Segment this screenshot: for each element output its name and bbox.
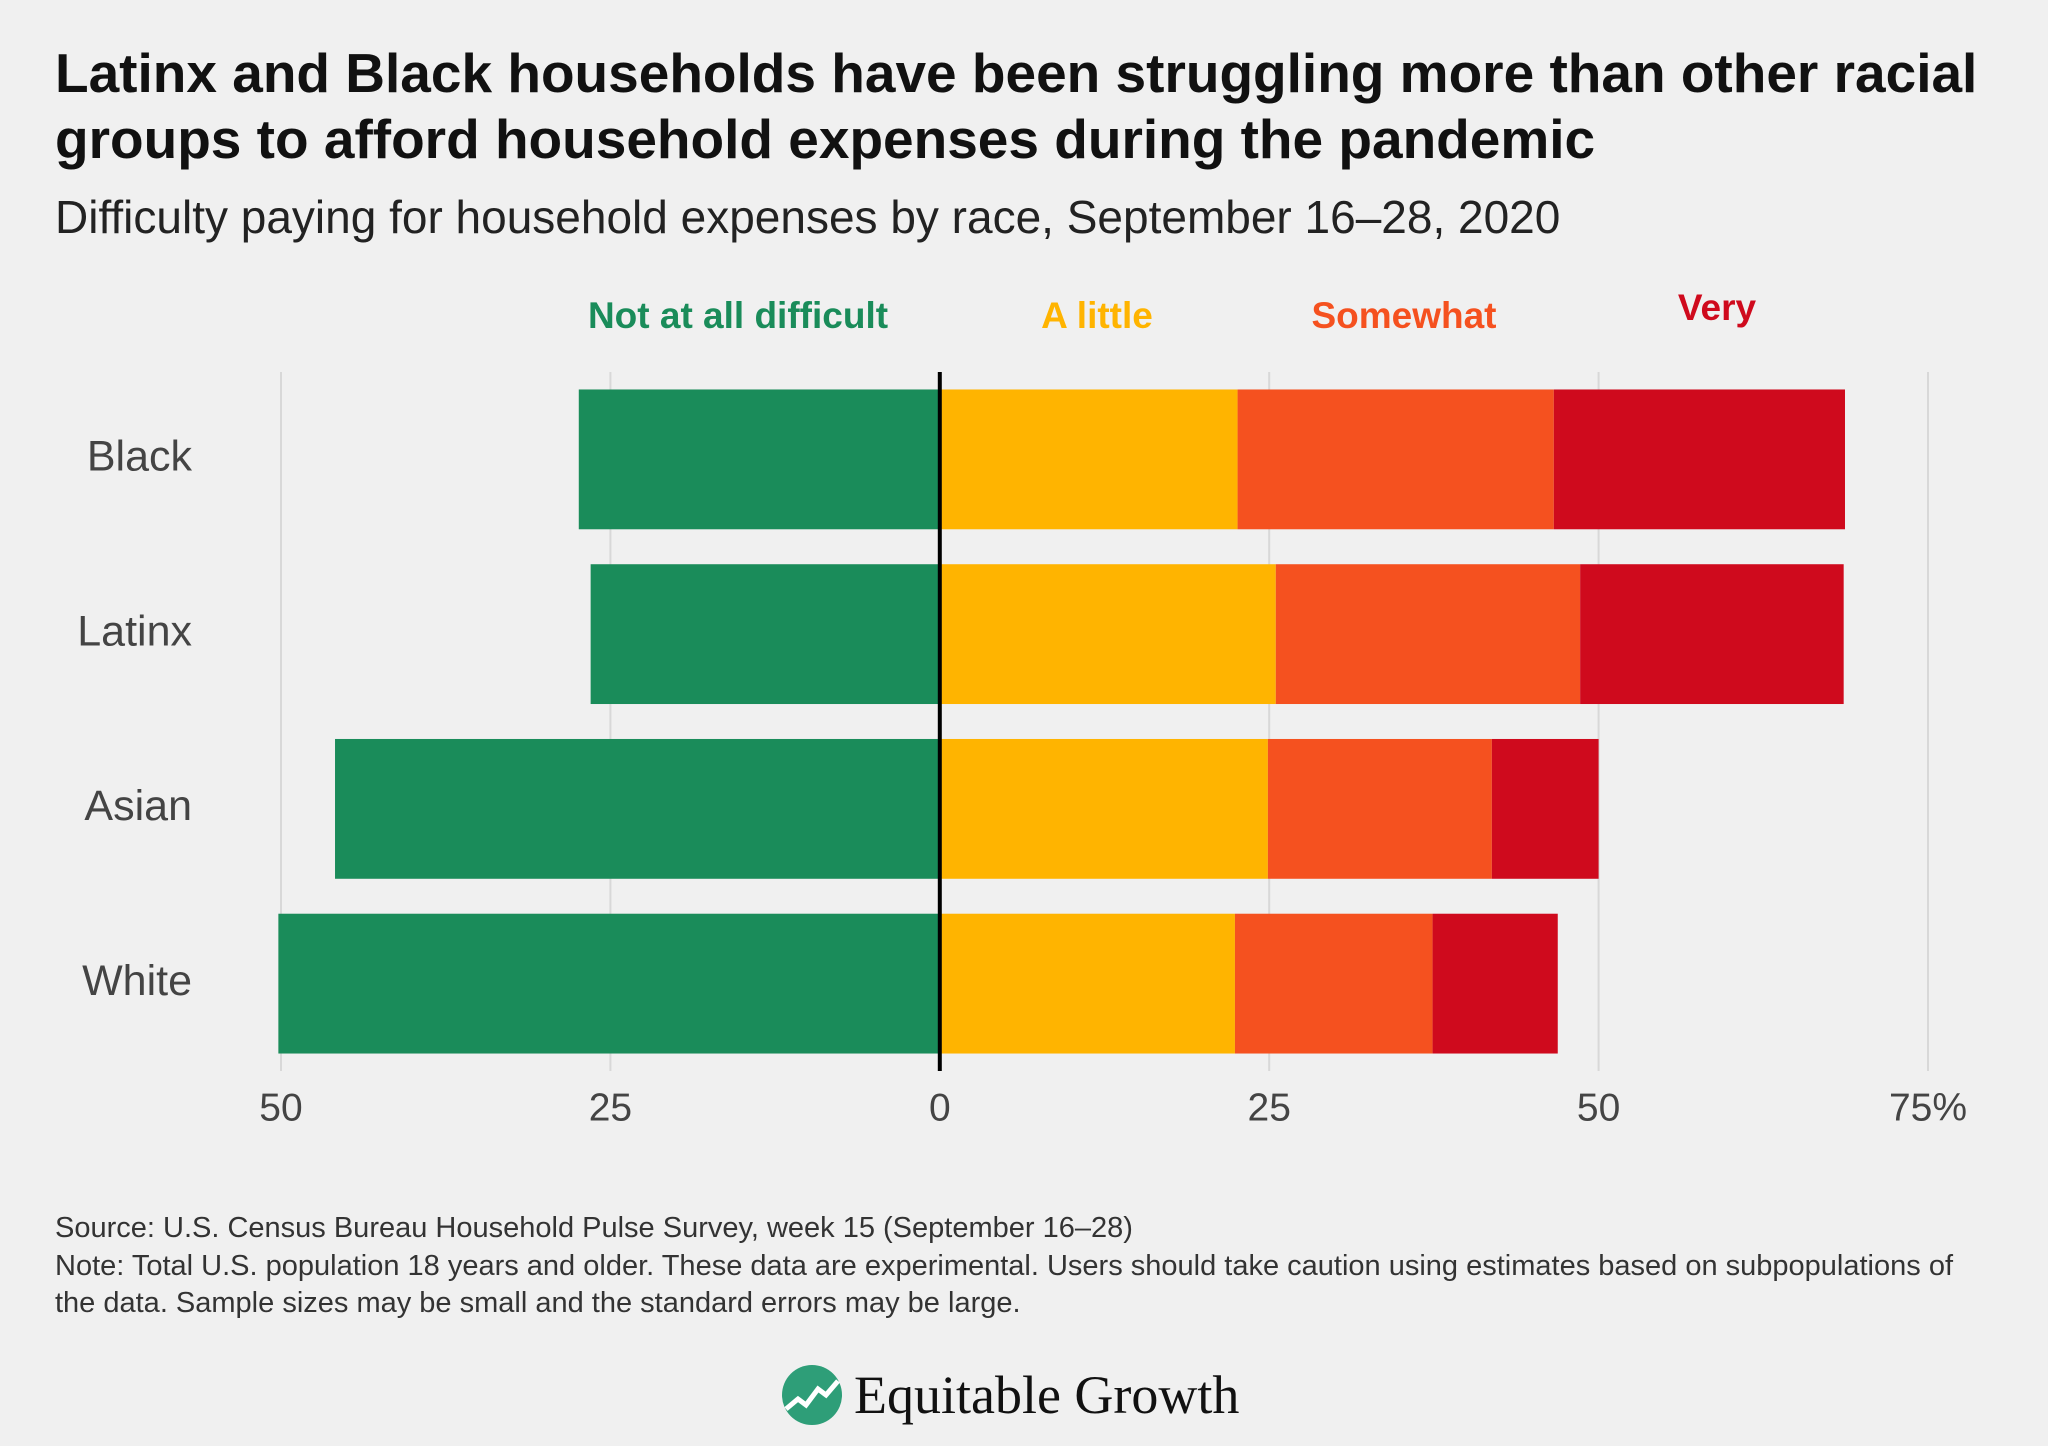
bar-segment	[1432, 913, 1558, 1054]
x-tick-label: 50	[259, 1086, 302, 1129]
legend-label: Very	[1678, 287, 1757, 328]
legend-label: A little	[1041, 295, 1153, 336]
chart-title: Latinx and Black households have been st…	[55, 42, 1978, 170]
bar-segment	[1234, 913, 1433, 1054]
chart: 50 25 0 25 50 75% Not at all difficult A little…	[77, 287, 1967, 1130]
x-tick-label: 25	[589, 1086, 632, 1129]
legend-label: Not at all difficult	[588, 295, 888, 336]
bar-segment	[1275, 564, 1581, 705]
bar-segment	[590, 564, 940, 705]
bar-segment	[1553, 389, 1845, 530]
bar-segment	[939, 564, 1276, 705]
logo: Equitable Growth	[780, 1360, 1239, 1430]
x-tick-label: 0	[929, 1086, 951, 1129]
source-note: Source: U.S. Census Bureau Household Pul…	[55, 1212, 1133, 1244]
bar-segment	[1491, 738, 1599, 879]
bar-segment	[939, 913, 1235, 1054]
chart-subtitle: Difficulty paying for household expenses…	[55, 191, 1561, 243]
bar-segment	[578, 389, 940, 530]
legend-label: Somewhat	[1311, 295, 1496, 336]
y-tick-label: Asian	[84, 782, 192, 830]
bar-segment	[1267, 738, 1492, 879]
x-tick-label: 25	[1248, 1086, 1291, 1129]
x-tick-label: 75%	[1889, 1086, 1967, 1129]
y-tick-label: Black	[87, 433, 193, 481]
bar-segment	[335, 738, 940, 879]
y-tick-label: Latinx	[77, 607, 192, 655]
bar-segment	[939, 389, 1238, 530]
bar-segment	[1580, 564, 1844, 705]
bar-segment	[939, 738, 1268, 879]
bar-segment	[278, 913, 940, 1054]
logo-text: Equitable Growth	[854, 1365, 1240, 1425]
note: Note: Total U.S. population 18 years and…	[55, 1250, 1953, 1319]
y-tick-label: White	[82, 957, 192, 1005]
bar-segment	[1237, 389, 1554, 530]
x-tick-label: 50	[1577, 1086, 1620, 1129]
logo-icon	[782, 1365, 842, 1425]
